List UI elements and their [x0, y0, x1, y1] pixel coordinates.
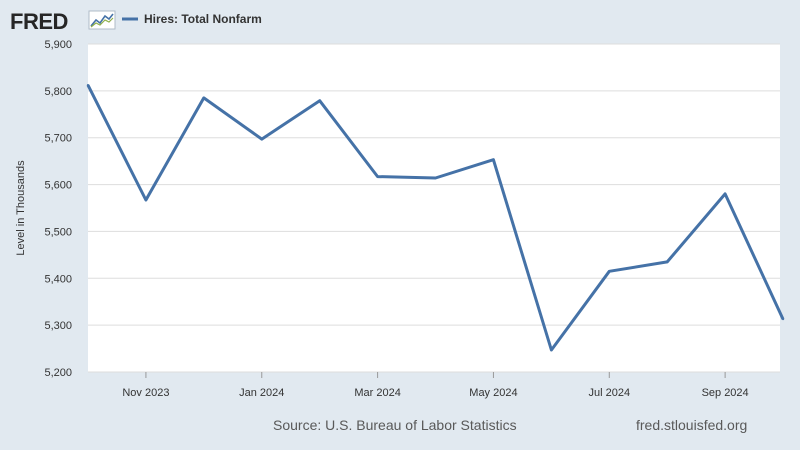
plot-area [88, 44, 780, 372]
fred-logo[interactable]: FRED [10, 9, 116, 34]
y-tick-label: 5,400 [44, 273, 72, 285]
data-point-2024-03[interactable] [376, 175, 379, 178]
series-points [86, 84, 785, 352]
y-tick-label: 5,200 [44, 367, 72, 379]
source-text: Source: U.S. Bureau of Labor Statistics [273, 417, 517, 433]
y-tick-label: 5,300 [44, 320, 72, 332]
data-point-2023-11[interactable] [144, 198, 148, 202]
y-tick-label: 5,700 [44, 133, 72, 145]
x-tick-label: Sep 2024 [702, 387, 749, 399]
data-point-2024-08[interactable] [666, 260, 669, 264]
data-point-2023-12[interactable] [202, 96, 206, 100]
grid-lines [88, 43, 780, 373]
data-point-2024-01[interactable] [260, 137, 263, 141]
x-tick-label: Mar 2024 [354, 387, 400, 399]
data-point-2024-07[interactable] [608, 270, 611, 273]
y-axis-ticks: 5,200 5,300 5,400 5,500 5,600 5,700 5,800 5,900 [44, 39, 72, 379]
data-point-2024-10[interactable] [781, 317, 785, 321]
legend: Hires: Total Nonfarm [122, 12, 262, 26]
x-tick-label: Jul 2024 [588, 387, 630, 399]
data-point-2024-05[interactable] [492, 158, 495, 161]
data-point-2024-02[interactable] [318, 99, 321, 102]
x-tick-label: Jan 2024 [239, 387, 284, 399]
data-point-2024-09[interactable] [723, 192, 727, 196]
y-tick-label: 5,800 [44, 86, 72, 98]
x-axis-ticks: Nov 2023 Jan 2024 Mar 2024 May 2024 Jul 2024… [122, 372, 749, 399]
data-point-2024-06[interactable] [550, 348, 553, 352]
data-point-2024-04[interactable] [434, 176, 437, 180]
fred-logo-text: FRED [10, 9, 68, 34]
y-tick-label: 5,600 [44, 180, 72, 192]
x-tick-label: May 2024 [469, 387, 517, 399]
data-point-2023-10[interactable] [86, 84, 90, 87]
y-axis-title: Level in Thousands [15, 160, 27, 256]
fred-url-link[interactable]: fred.stlouisfed.org [636, 417, 747, 433]
x-tick-label: Nov 2023 [122, 387, 169, 399]
y-tick-label: 5,500 [44, 226, 72, 238]
y-tick-label: 5,900 [44, 39, 72, 51]
legend-label: Hires: Total Nonfarm [144, 12, 262, 26]
fred-line-chart-icon [88, 10, 116, 30]
